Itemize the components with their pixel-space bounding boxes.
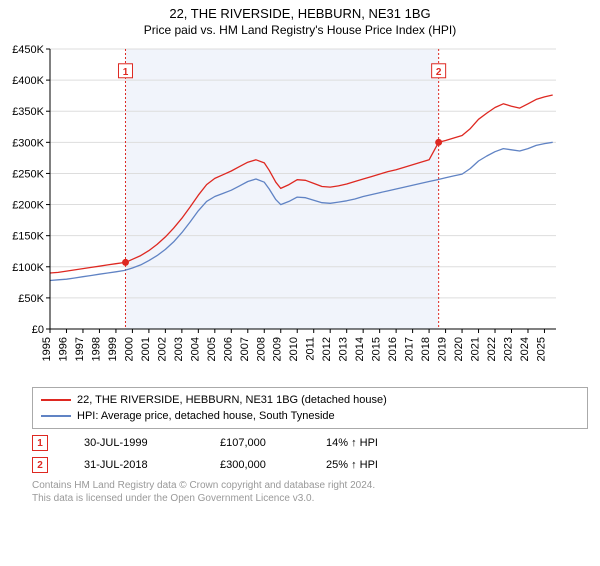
svg-text:1997: 1997 (74, 337, 86, 361)
svg-text:2008: 2008 (255, 337, 267, 361)
table-row: 2 31-JUL-2018 £300,000 25% ↑ HPI (32, 457, 588, 473)
transaction-date: 30-JUL-1999 (84, 437, 184, 449)
svg-text:2007: 2007 (239, 337, 251, 361)
svg-text:1999: 1999 (107, 337, 119, 361)
svg-text:2024: 2024 (519, 337, 531, 361)
svg-text:£450K: £450K (12, 44, 44, 56)
transaction-pct: 25% ↑ HPI (326, 459, 416, 471)
svg-text:2005: 2005 (206, 337, 218, 361)
footer-attribution: Contains HM Land Registry data © Crown c… (32, 479, 588, 505)
transactions-table: 1 30-JUL-1999 £107,000 14% ↑ HPI 2 31-JU… (32, 435, 588, 473)
svg-text:2012: 2012 (321, 337, 333, 361)
svg-text:2014: 2014 (354, 337, 366, 361)
svg-text:2006: 2006 (222, 337, 234, 361)
svg-text:£250K: £250K (12, 168, 44, 180)
svg-text:2017: 2017 (404, 337, 416, 361)
transaction-pct: 14% ↑ HPI (326, 437, 416, 449)
svg-text:1998: 1998 (90, 337, 102, 361)
svg-text:£0: £0 (32, 324, 44, 336)
svg-text:2: 2 (436, 67, 442, 78)
footer-line: This data is licensed under the Open Gov… (32, 492, 588, 505)
marker-badge: 1 (32, 435, 48, 451)
svg-text:1: 1 (123, 67, 129, 78)
price-chart: £0 £50K £100K £150K £200K £250K £300K £350K £400… (6, 41, 566, 381)
svg-text:£200K: £200K (12, 200, 44, 212)
svg-text:2025: 2025 (535, 337, 547, 361)
svg-text:2023: 2023 (502, 337, 514, 361)
transaction-price: £107,000 (220, 437, 290, 449)
svg-text:2009: 2009 (272, 337, 284, 361)
page-title: 22, THE RIVERSIDE, HEBBURN, NE31 1BG (0, 6, 600, 21)
svg-text:2019: 2019 (437, 337, 449, 361)
svg-text:2002: 2002 (156, 337, 168, 361)
svg-text:2004: 2004 (189, 337, 201, 361)
table-row: 1 30-JUL-1999 £107,000 14% ↑ HPI (32, 435, 588, 451)
svg-text:2015: 2015 (371, 337, 383, 361)
legend-label: HPI: Average price, detached house, Sout… (77, 408, 335, 424)
svg-text:£50K: £50K (18, 293, 44, 305)
legend: 22, THE RIVERSIDE, HEBBURN, NE31 1BG (de… (32, 387, 588, 429)
svg-text:2018: 2018 (420, 337, 432, 361)
svg-text:2020: 2020 (453, 337, 465, 361)
svg-text:1995: 1995 (41, 337, 53, 361)
svg-text:2000: 2000 (123, 337, 135, 361)
svg-text:1996: 1996 (57, 337, 69, 361)
legend-item: HPI: Average price, detached house, Sout… (41, 408, 579, 424)
svg-text:2001: 2001 (140, 337, 152, 361)
svg-text:2010: 2010 (288, 337, 300, 361)
svg-text:£100K: £100K (12, 262, 44, 274)
svg-text:£350K: £350K (12, 106, 44, 118)
svg-text:2021: 2021 (470, 337, 482, 361)
svg-text:2011: 2011 (305, 337, 317, 361)
svg-text:£150K: £150K (12, 231, 44, 243)
svg-text:£400K: £400K (12, 75, 44, 87)
svg-text:2022: 2022 (486, 337, 498, 361)
svg-text:2016: 2016 (387, 337, 399, 361)
marker-badge: 2 (32, 457, 48, 473)
legend-swatch (41, 415, 71, 417)
svg-text:2013: 2013 (338, 337, 350, 361)
legend-swatch (41, 399, 71, 401)
page-subtitle: Price paid vs. HM Land Registry's House … (0, 23, 600, 37)
legend-label: 22, THE RIVERSIDE, HEBBURN, NE31 1BG (de… (77, 392, 387, 408)
svg-text:2003: 2003 (173, 337, 185, 361)
transaction-date: 31-JUL-2018 (84, 459, 184, 471)
legend-item: 22, THE RIVERSIDE, HEBBURN, NE31 1BG (de… (41, 392, 579, 408)
footer-line: Contains HM Land Registry data © Crown c… (32, 479, 588, 492)
svg-text:£300K: £300K (12, 137, 44, 149)
transaction-price: £300,000 (220, 459, 290, 471)
